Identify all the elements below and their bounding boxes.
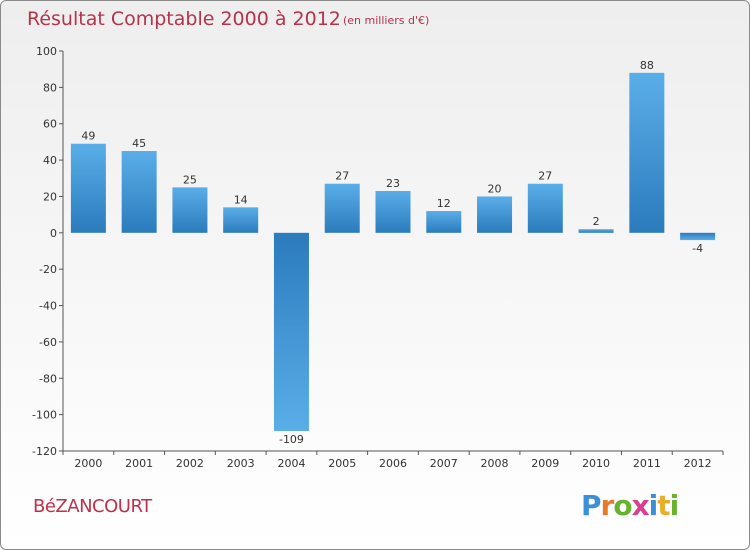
x-tick-label: 2009 — [531, 457, 559, 470]
bar-2009 — [527, 183, 563, 233]
y-tick-label: 0 — [50, 227, 57, 240]
bar-2001 — [121, 151, 157, 233]
axes: 100 80 60 40 20 0 -20 -40 -60 -80 -100 -120 2000 2001… — [32, 45, 724, 470]
bars — [70, 72, 716, 431]
commune-name: BéZANCOURT — [33, 496, 152, 517]
data-label-2007: 12 — [437, 197, 451, 210]
logo-letter: o — [613, 489, 632, 522]
logo-letter: i — [648, 489, 659, 522]
y-tick-label: 100 — [36, 45, 57, 58]
data-label-2008: 20 — [488, 182, 502, 195]
x-tick-label: 2001 — [125, 457, 153, 470]
bar-2007 — [426, 211, 462, 233]
data-label-2002: 25 — [183, 173, 197, 186]
x-tick-label: 2005 — [328, 457, 356, 470]
y-tick-label: -80 — [39, 372, 57, 385]
bar-2012 — [680, 232, 716, 241]
y-tick-label: -100 — [32, 409, 57, 422]
y-tick-label: -120 — [32, 445, 57, 458]
data-label-2012: -4 — [692, 242, 703, 255]
y-tick-label: 60 — [43, 118, 57, 131]
proxiti-logo: Proxiti — [581, 489, 680, 522]
logo-letter: i — [669, 489, 680, 522]
x-tick-label: 2011 — [633, 457, 661, 470]
x-tick-label: 2008 — [481, 457, 509, 470]
y-tick-label: -40 — [39, 300, 57, 313]
logo-letter: t — [657, 489, 670, 522]
x-tick-label: 2012 — [684, 457, 712, 470]
y-tick-label: -20 — [39, 263, 57, 276]
data-label-2011: 88 — [640, 59, 654, 72]
data-labels: 49 45 25 14 -109 27 23 12 20 27 2 88 -4 — [81, 59, 703, 446]
x-tick-label: 2003 — [227, 457, 255, 470]
chart-title: Résultat Comptable 2000 à 2012 — [27, 8, 341, 30]
x-tick-label: 2006 — [379, 457, 407, 470]
y-tick-label: 80 — [43, 81, 57, 94]
data-label-2006: 23 — [386, 177, 400, 190]
bar-2005 — [324, 183, 360, 233]
x-tick-label: 2007 — [430, 457, 458, 470]
data-label-2004: -109 — [279, 433, 304, 446]
x-tick-label: 2002 — [176, 457, 204, 470]
logo-letter: x — [631, 489, 650, 522]
data-label-2001: 45 — [132, 137, 146, 150]
data-label-2009: 27 — [538, 170, 552, 183]
chart-subtitle: (en milliers d'€) — [343, 14, 430, 27]
data-label-2003: 14 — [234, 193, 248, 206]
bar-2000 — [70, 143, 106, 233]
y-tick-label: -60 — [39, 336, 57, 349]
y-tick-label: 20 — [43, 190, 57, 203]
x-tick-label: 2000 — [74, 457, 102, 470]
bar-2008 — [477, 196, 513, 233]
logo-letter: r — [600, 489, 615, 522]
logo-letter: P — [581, 489, 602, 522]
bar-2010 — [578, 229, 614, 233]
bar-2002 — [172, 187, 208, 233]
data-label-2010: 2 — [593, 215, 600, 228]
bar-2011 — [629, 72, 665, 233]
bar-2004 — [273, 232, 309, 431]
y-tick-label: 40 — [43, 154, 57, 167]
x-tick-label: 2004 — [277, 457, 305, 470]
bar-2006 — [375, 191, 411, 233]
bar-2003 — [223, 207, 259, 233]
data-label-2000: 49 — [81, 130, 95, 143]
data-label-2005: 27 — [335, 170, 349, 183]
x-tick-label: 2010 — [582, 457, 610, 470]
